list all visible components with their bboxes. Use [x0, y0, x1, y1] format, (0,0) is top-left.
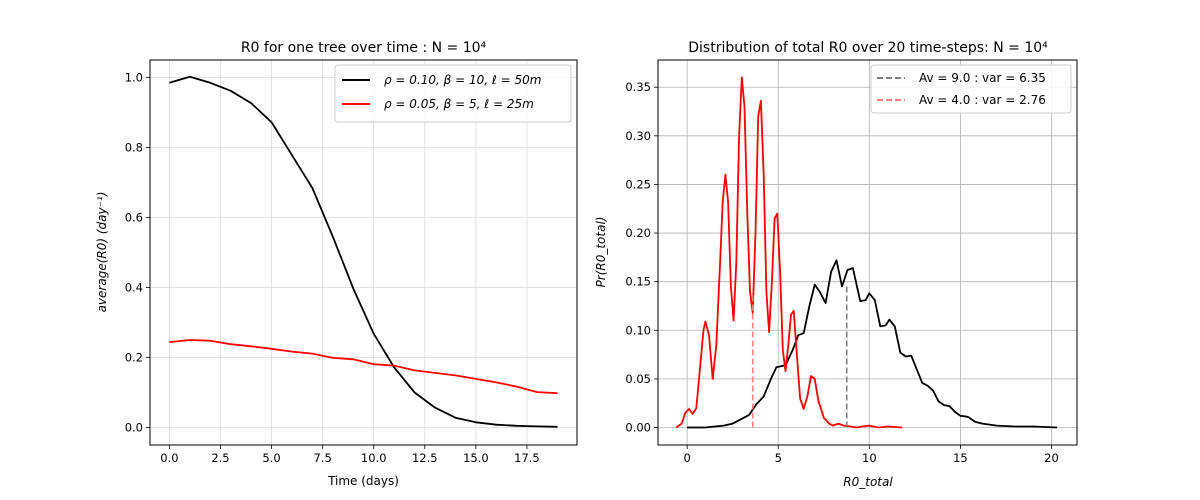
series-line-2 [169, 339, 558, 395]
right-y-axis-label: Pr(R0_total) [594, 217, 608, 288]
right-legend-entry-1: Av = 9.0 : var = 6.35 [919, 71, 1046, 85]
left-legend-entry-1: ρ = 0.10, β = 10, ℓ = 50m [384, 73, 542, 87]
right-chart-title: Distribution of total R0 over 20 time-st… [688, 40, 1048, 56]
y-tick-label: 0.05 [625, 372, 651, 386]
series-line-1 [687, 259, 1058, 429]
x-tick-label: 5 [775, 451, 782, 465]
x-tick-label: 12.5 [412, 451, 438, 465]
left-x-axis-label: Time (days) [327, 474, 399, 488]
y-tick-label: 0.00 [625, 421, 651, 435]
right-legend: Av = 9.0 : var = 6.35 Av = 4.0 : var = 2… [870, 64, 1072, 114]
y-tick-label: 0.35 [625, 80, 651, 94]
right-chart-panel: 0 5 10 15 20 0.00 0.05 0.10 0.15 0.20 0.25 0.30 0.3… [594, 40, 1078, 489]
left-x-ticks: 0.0 2.5 5.0 7.5 10.0 12.5 15.0 17.5 [160, 445, 540, 465]
y-tick-label: 0.0 [125, 421, 143, 435]
x-tick-label: 17.5 [514, 451, 540, 465]
right-series [675, 76, 1058, 429]
x-tick-label: 2.5 [211, 451, 229, 465]
x-tick-label: 10 [862, 451, 877, 465]
left-y-axis-label: average(R0) (day⁻¹) [95, 192, 109, 313]
y-tick-label: 0.8 [125, 141, 143, 155]
left-legend-entry-2: ρ = 0.05, β = 5, ℓ = 25m [384, 97, 534, 111]
series-line-1 [169, 75, 558, 428]
right-x-ticks: 0 5 10 15 20 [683, 445, 1059, 465]
left-y-ticks: 0.0 0.2 0.4 0.6 0.8 1.0 [125, 71, 150, 435]
series-line-2 [675, 76, 903, 429]
y-tick-label: 0.15 [625, 275, 651, 289]
right-x-axis-label: R0_total [843, 475, 893, 489]
y-tick-label: 0.2 [125, 351, 143, 365]
y-tick-label: 0.20 [625, 226, 651, 240]
y-tick-label: 0.4 [125, 281, 143, 295]
left-chart-panel: 0.0 2.5 5.0 7.5 10.0 12.5 15.0 17.5 0.00.20.40.… [95, 40, 578, 488]
y-tick-label: 0.10 [625, 323, 651, 337]
left-axes-frame [149, 59, 578, 446]
right-legend-entry-2: Av = 4.0 : var = 2.76 [919, 93, 1046, 107]
left-series [169, 75, 558, 428]
right-axes-frame [657, 59, 1078, 446]
x-tick-label: 15 [953, 451, 968, 465]
y-tick-label: 0.6 [125, 211, 143, 225]
y-tick-label: 1.0 [125, 71, 143, 85]
x-tick-label: 10.0 [361, 451, 387, 465]
right-y-ticks: 0.00 0.05 0.10 0.15 0.20 0.25 0.30 0.35 [625, 80, 658, 435]
left-legend: ρ = 0.10, β = 10, ℓ = 50m ρ = 0.05, β = … [334, 64, 572, 123]
right-legend-box [870, 64, 1072, 114]
x-tick-label: 0.0 [160, 451, 178, 465]
left-legend-box [334, 64, 572, 123]
x-tick-label: 0 [683, 451, 690, 465]
x-tick-label: 15.0 [463, 451, 489, 465]
x-tick-label: 5.0 [262, 451, 280, 465]
x-tick-label: 7.5 [313, 451, 331, 465]
y-tick-label: 0.25 [625, 177, 651, 191]
y-tick-label: 0.30 [625, 129, 651, 143]
left-chart-title: R0 for one tree over time : N = 10⁴ [241, 40, 487, 56]
x-tick-label: 20 [1044, 451, 1059, 465]
